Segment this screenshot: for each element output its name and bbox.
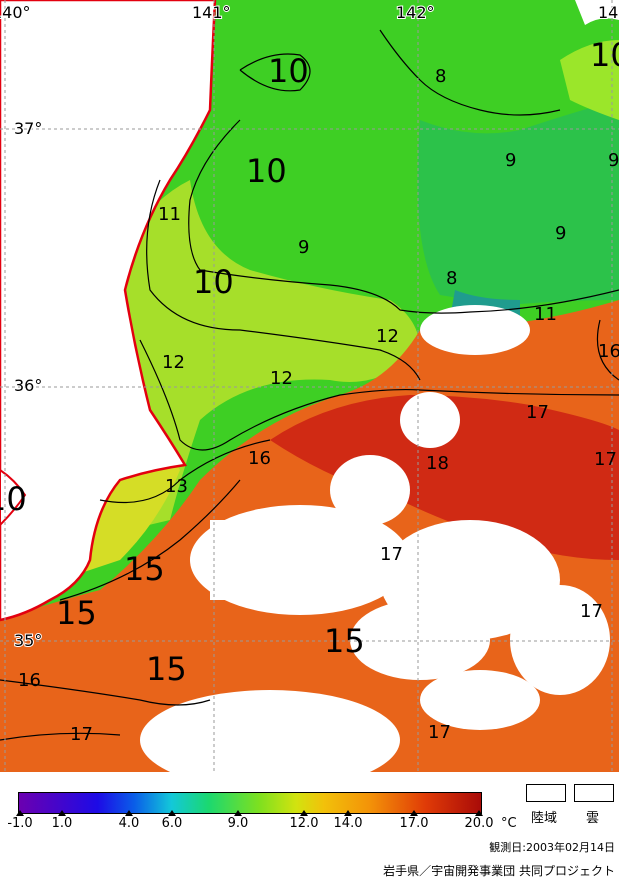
contour-label: 17 [594,449,617,470]
contour-label: 16 [18,670,41,691]
contour-label: 12 [376,326,399,347]
contour-label: 18 [426,453,449,474]
contour-label: 11 [158,204,181,225]
contour-label: 10 [0,480,27,518]
contour-label: 16 [598,341,619,362]
warm-eddy-area [560,40,619,120]
contour-label: 11 [534,304,557,325]
colorbar-tick [58,810,66,816]
contour-label: 10 [268,52,309,90]
cloud-key-label: 雲 [586,811,600,826]
latitude-label: 36° [14,376,42,395]
colorbar-tick [125,810,133,816]
colorbar-tick [344,810,352,816]
contour-label: 17 [380,544,403,565]
temperature-unit: °C [501,816,517,831]
land-area [0,0,217,622]
colorbar-tick-label: 17.0 [399,816,429,831]
colorbar-tick [168,810,176,816]
contour-label: 15 [324,622,365,660]
cloud-cover [140,305,610,772]
colorbar-tick-label: 4.0 [118,816,140,831]
colorbar-tick-label: 14.0 [333,816,363,831]
colorbar-tick-label: 20.0 [464,816,494,831]
cloud-key-swatch [574,784,614,802]
land-key-label: 陸域 [531,811,558,826]
colorbar-tick-label: 9.0 [227,816,249,831]
contour-label: 10 [193,263,234,301]
graticule [0,0,619,772]
contour-label: 15 [146,650,187,688]
colorbar-tick-label: 12.0 [289,816,319,831]
contour-label: 15 [56,594,97,632]
contour-label: 9 [298,237,309,258]
credit-text: 岩手県／宇宙開発事業団 共同プロジェクト [383,864,615,878]
hot-water-area [270,395,619,560]
contour-label: 13 [165,476,188,497]
longitude-label: 140° [0,3,31,22]
longitude-label: 141° [192,3,231,22]
land-key-swatch [526,784,566,802]
land-area [575,0,619,25]
contour-label: 9 [608,150,619,171]
contour-label: 8 [446,268,457,289]
contour-label: 17 [428,722,451,743]
colorbar-tick-label: -1.0 [7,816,33,831]
cold-core-area [417,100,619,305]
isotherm-lines [0,29,619,741]
colorbar-tick [410,810,418,816]
contour-label: 12 [162,352,185,373]
contour-label: 17 [70,724,93,745]
colorbar-tick [234,810,242,816]
colorbar-tick-label: 6.0 [161,816,183,831]
contour-label: 9 [555,223,566,244]
observation-date: 観測日:2003年02月14日 [489,841,615,854]
island [0,468,27,527]
contour-label: 16 [248,448,271,469]
longitude-label: 142° [396,3,435,22]
contour-label: 10 [590,36,619,74]
colorbar-tick [300,810,308,816]
colorbar-tick [475,810,483,816]
contour-label: 15 [124,550,165,588]
latitude-label: 37° [14,119,42,138]
contour-label: 8 [435,66,446,87]
temperature-colorbar [18,792,482,814]
contour-label: 10 [246,152,287,190]
contour-label: 17 [580,601,603,622]
colorbar-tick [16,810,24,816]
contour-label: 17 [526,402,549,423]
contour-label: 12 [270,368,293,389]
colorbar-tick-label: 1.0 [51,816,73,831]
contour-label: 9 [505,150,516,171]
temperature-legend: -1.0 1.0 4.0 6.0 9.0 12.0 14.0 17.0 20.0… [0,772,619,881]
latitude-label: 35° [14,631,42,650]
sea-surface-temperature-map: 140° 141° 142° 143° 37° 36° 35° 10 10 10… [0,0,619,772]
longitude-label: 143° [598,3,619,22]
